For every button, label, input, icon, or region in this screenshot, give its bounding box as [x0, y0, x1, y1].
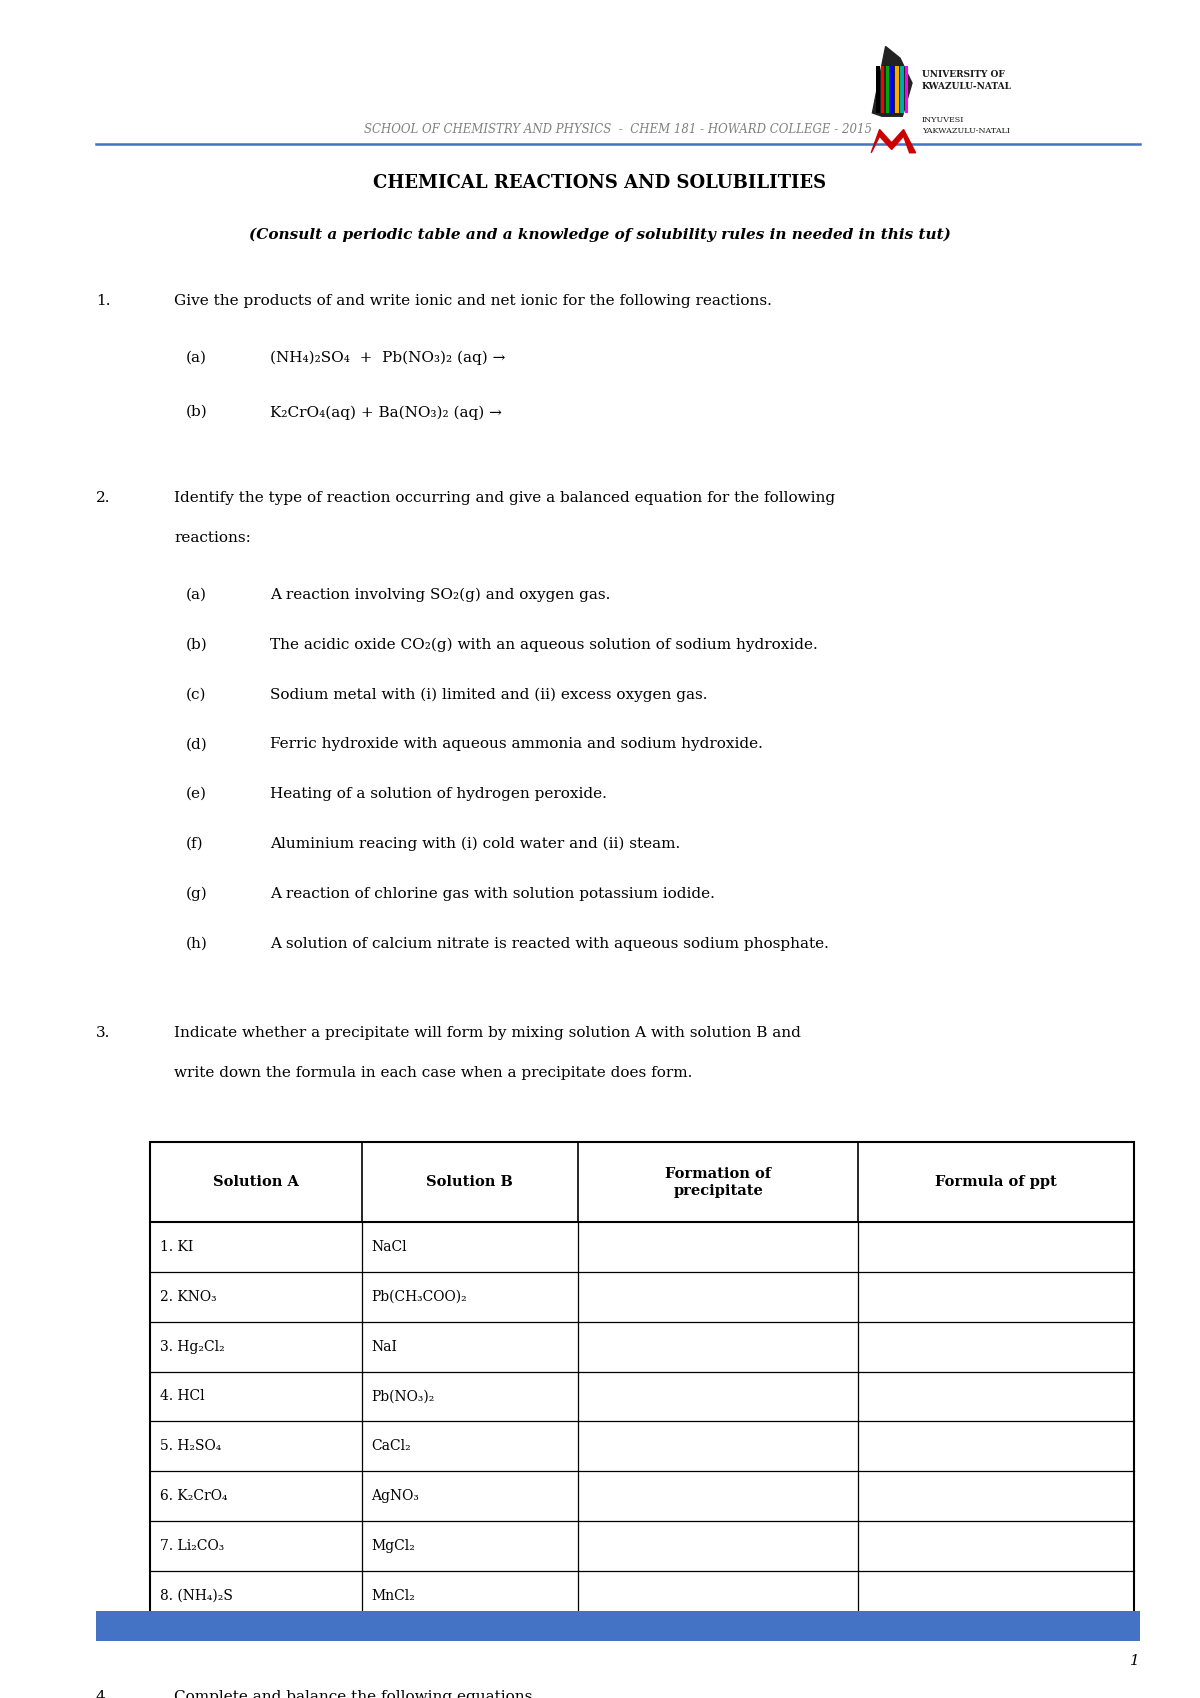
Text: (Consult a periodic table and a knowledge of solubility rules in needed in this : (Consult a periodic table and a knowledg… — [250, 228, 950, 241]
Bar — [895, 66, 899, 112]
Bar — [900, 66, 904, 112]
Bar — [886, 66, 889, 112]
Text: reactions:: reactions: — [174, 531, 251, 545]
Bar — [881, 66, 884, 112]
Text: (h): (h) — [186, 937, 208, 951]
Text: A reaction involving SO₂(g) and oxygen gas.: A reaction involving SO₂(g) and oxygen g… — [270, 588, 611, 603]
Text: Formation of
precipitate: Formation of precipitate — [665, 1167, 772, 1197]
Text: 1.: 1. — [96, 294, 110, 307]
Text: Heating of a solution of hydrogen peroxide.: Heating of a solution of hydrogen peroxi… — [270, 788, 607, 801]
Text: 6. K₂CrO₄: 6. K₂CrO₄ — [160, 1489, 227, 1503]
Bar — [96, 1611, 1140, 1640]
Text: Identify the type of reaction occurring and give a balanced equation for the fol: Identify the type of reaction occurring … — [174, 491, 835, 506]
Text: K₂CrO₄(aq) + Ba(NO₃)₂ (aq) →: K₂CrO₄(aq) + Ba(NO₃)₂ (aq) → — [270, 406, 502, 419]
Bar — [905, 66, 908, 112]
Text: write down the formula in each case when a precipitate does form.: write down the formula in each case when… — [174, 1066, 692, 1080]
Text: (e): (e) — [186, 788, 208, 801]
Text: NaI: NaI — [371, 1340, 397, 1353]
Text: Formula of ppt: Formula of ppt — [935, 1175, 1057, 1189]
Text: Pb(NO₃)₂: Pb(NO₃)₂ — [371, 1389, 434, 1404]
Text: Solution A: Solution A — [212, 1175, 299, 1189]
Text: (g): (g) — [186, 886, 208, 902]
Text: Pb(CH₃COO)₂: Pb(CH₃COO)₂ — [371, 1290, 467, 1304]
Bar — [876, 66, 880, 112]
Text: 3. Hg₂Cl₂: 3. Hg₂Cl₂ — [160, 1340, 224, 1353]
Text: A reaction of chlorine gas with solution potassium iodide.: A reaction of chlorine gas with solution… — [270, 886, 715, 900]
Text: (a): (a) — [186, 588, 208, 601]
Bar — [150, 1143, 1134, 1620]
Text: MgCl₂: MgCl₂ — [371, 1538, 415, 1554]
Text: 8. (NH₄)₂S: 8. (NH₄)₂S — [160, 1589, 233, 1603]
Text: 1. KI: 1. KI — [160, 1240, 193, 1255]
Text: CaCl₂: CaCl₂ — [371, 1440, 410, 1453]
Text: 2.: 2. — [96, 491, 110, 506]
Text: (d): (d) — [186, 737, 208, 751]
Text: 3.: 3. — [96, 1026, 110, 1041]
Bar — [890, 66, 894, 112]
Text: SCHOOL OF CHEMISTRY AND PHYSICS  -  CHEM 181 - HOWARD COLLEGE - 2015: SCHOOL OF CHEMISTRY AND PHYSICS - CHEM 1… — [364, 124, 872, 136]
Text: A solution of calcium nitrate is reacted with aqueous sodium phosphate.: A solution of calcium nitrate is reacted… — [270, 937, 829, 951]
Text: UNIVERSITY OF
KWAZULU-NATAL: UNIVERSITY OF KWAZULU-NATAL — [922, 70, 1012, 92]
Text: 4.: 4. — [96, 1690, 110, 1698]
Polygon shape — [871, 129, 916, 153]
Text: Sodium metal with (i) limited and (ii) excess oxygen gas.: Sodium metal with (i) limited and (ii) e… — [270, 688, 708, 701]
Text: Aluminium reacing with (i) cold water and (ii) steam.: Aluminium reacing with (i) cold water an… — [270, 837, 680, 851]
Text: (NH₄)₂SO₄  +  Pb(NO₃)₂ (aq) →: (NH₄)₂SO₄ + Pb(NO₃)₂ (aq) → — [270, 350, 505, 365]
Text: INYUVESI
YAKWAZULU-NATALI: INYUVESI YAKWAZULU-NATALI — [922, 115, 1009, 134]
Text: (b): (b) — [186, 406, 208, 419]
Text: Ferric hydroxide with aqueous ammonia and sodium hydroxide.: Ferric hydroxide with aqueous ammonia an… — [270, 737, 763, 751]
Polygon shape — [872, 46, 912, 115]
Text: (f): (f) — [186, 837, 204, 851]
Text: (c): (c) — [186, 688, 206, 701]
Text: Complete and balance the following equations.: Complete and balance the following equat… — [174, 1690, 538, 1698]
Text: NaCl: NaCl — [371, 1240, 407, 1255]
Text: 4. HCl: 4. HCl — [160, 1389, 204, 1404]
Text: (b): (b) — [186, 638, 208, 652]
Text: 1: 1 — [1130, 1654, 1140, 1667]
Text: (a): (a) — [186, 350, 208, 365]
Text: CHEMICAL REACTIONS AND SOLUBILITIES: CHEMICAL REACTIONS AND SOLUBILITIES — [373, 175, 827, 192]
Text: The acidic oxide CO₂(g) with an aqueous solution of sodium hydroxide.: The acidic oxide CO₂(g) with an aqueous … — [270, 638, 817, 652]
Text: 7. Li₂CO₃: 7. Li₂CO₃ — [160, 1538, 224, 1554]
Text: AgNO₃: AgNO₃ — [371, 1489, 419, 1503]
Text: Indicate whether a precipitate will form by mixing solution A with solution B an: Indicate whether a precipitate will form… — [174, 1026, 800, 1041]
Text: 5. H₂SO₄: 5. H₂SO₄ — [160, 1440, 221, 1453]
Text: Give the products of and write ionic and net ionic for the following reactions.: Give the products of and write ionic and… — [174, 294, 772, 307]
Text: Solution B: Solution B — [426, 1175, 514, 1189]
Text: 2. KNO₃: 2. KNO₃ — [160, 1290, 216, 1304]
Text: MnCl₂: MnCl₂ — [371, 1589, 415, 1603]
